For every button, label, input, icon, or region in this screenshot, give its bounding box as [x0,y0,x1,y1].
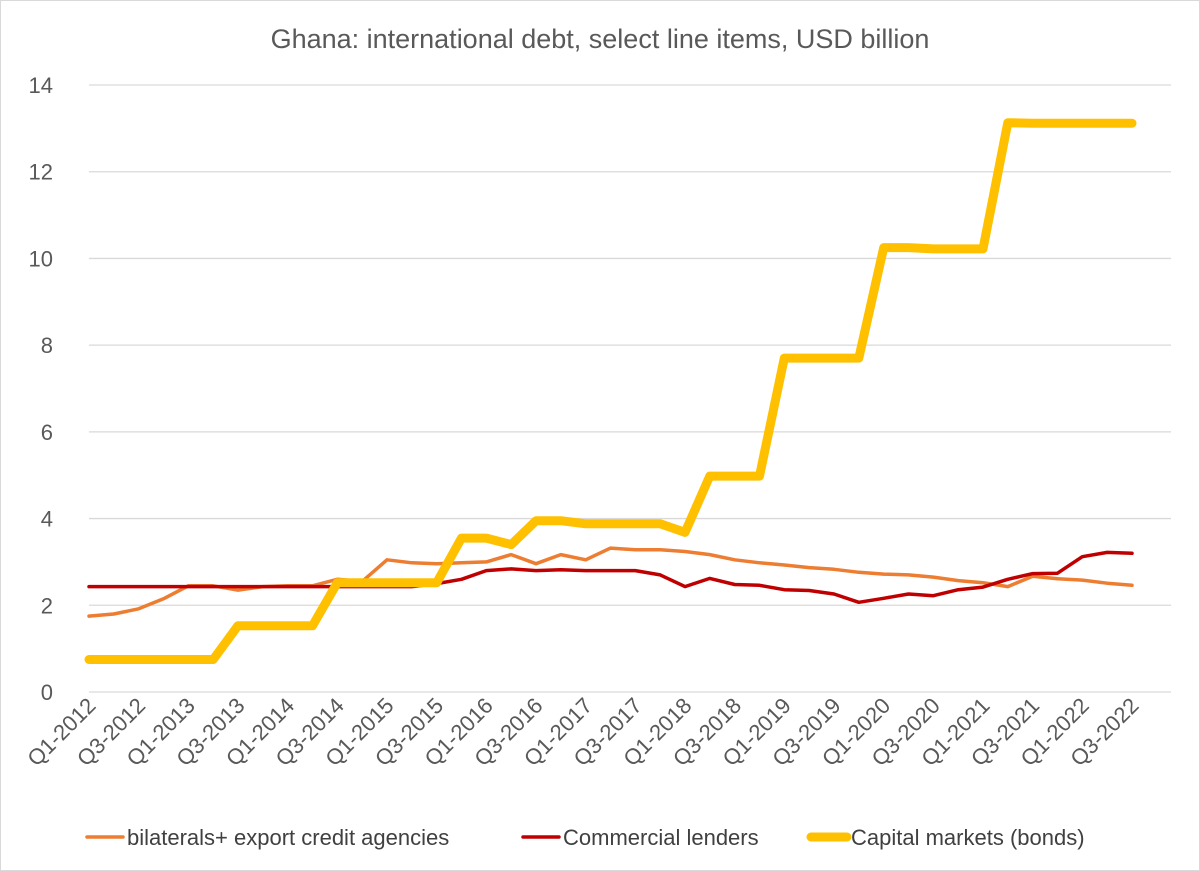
legend: bilaterals+ export credit agencies Commer… [85,825,1085,850]
series-line-capital-markets-bonds [84,118,1137,664]
y-axis-ticks: 0 2 4 6 8 10 12 14 [29,73,53,705]
y-tick-label: 0 [41,680,53,705]
legend-item-bilaterals-export-credit-agencies: bilaterals+ export credit agencies [85,825,449,850]
y-tick-label: 10 [29,246,53,271]
series-lines [84,118,1137,664]
y-tick-label: 14 [29,73,53,98]
legend-label: Capital markets (bonds) [851,825,1085,850]
y-tick-label: 12 [29,160,53,185]
legend-label: Commercial lenders [563,825,759,850]
legend-item-commercial-lenders: Commercial lenders [521,825,759,850]
legend-label: bilaterals+ export credit agencies [127,825,449,850]
chart-title: Ghana: international debt, select line i… [271,24,930,54]
y-tick-label: 2 [41,593,53,618]
legend-item-capital-markets-bonds: Capital markets (bonds) [806,825,1085,850]
gridlines [89,84,1171,693]
series-line-commercial-lenders [87,550,1134,605]
y-tick-label: 6 [41,420,53,445]
x-axis-ticks: Q1-2012Q3-2012Q1-2013Q3-2013Q1-2014Q3-20… [22,693,1143,771]
y-tick-label: 8 [41,333,53,358]
y-tick-label: 4 [41,507,53,532]
